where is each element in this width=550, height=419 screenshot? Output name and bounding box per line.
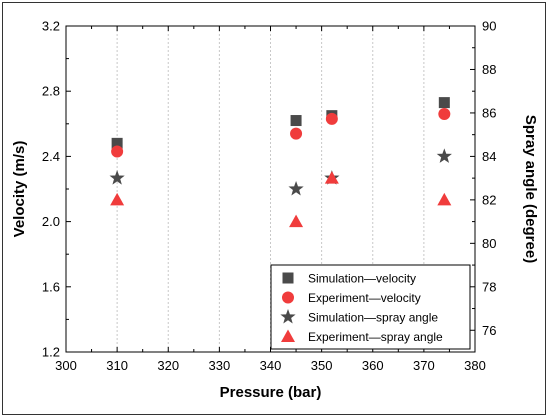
y-axis-right-title: Spray angle (degree) [522, 115, 539, 263]
square-point [290, 115, 302, 127]
x-tick-label: 350 [311, 358, 333, 373]
y-right-tick-label: 88 [482, 62, 496, 77]
circle-point [290, 127, 303, 140]
y-left-tick-label: 1.6 [42, 279, 60, 294]
series-triangle [110, 171, 452, 228]
y-left-tick-label: 2.4 [42, 149, 60, 164]
y-left-tick-label: 2.8 [42, 84, 60, 99]
circle-point [111, 145, 124, 158]
square-point [111, 137, 123, 149]
circle-point [325, 112, 338, 125]
x-tick-label: 330 [209, 358, 231, 373]
x-tick-label: 360 [362, 358, 384, 373]
legend: Simulation—velocity Experiment—velocity Si… [270, 264, 471, 350]
x-tick-label: 340 [260, 358, 282, 373]
legend-label: Experiment—spray angle [308, 330, 443, 344]
triangle-point [437, 192, 452, 206]
star-point [436, 148, 452, 163]
star-point [288, 181, 304, 196]
y-left-tick-label: 1.2 [42, 345, 60, 360]
circle-point [438, 108, 451, 121]
y-right-tick-label: 78 [482, 279, 496, 294]
y-right-tick-label: 84 [482, 149, 496, 164]
series-circle [111, 108, 451, 158]
axis-ticks: 300 310 320 330 340 350 360 370 380 1.2 1.6 2.0 2.4 2… [42, 19, 497, 374]
y-right-tick-label: 86 [482, 105, 496, 120]
y-left-tick-label: 2.0 [42, 214, 60, 229]
x-tick-label: 320 [157, 358, 179, 373]
legend-marker [280, 309, 296, 324]
triangle-point [289, 214, 304, 228]
square-point [438, 97, 450, 109]
series-star [109, 148, 452, 196]
legend-marker [281, 329, 295, 342]
legend-label: Simulation—spray angle [308, 311, 438, 325]
x-tick-label: 300 [55, 358, 77, 373]
x-axis-title: Pressure (bar) [220, 384, 322, 401]
series-square [111, 97, 450, 149]
y-right-tick-label: 82 [482, 192, 496, 207]
y-right-tick-label: 80 [482, 236, 496, 251]
legend-label: Experiment—velocity [308, 291, 421, 305]
x-tick-label: 380 [464, 358, 486, 373]
x-tick-label: 370 [413, 358, 435, 373]
star-point [109, 170, 125, 185]
legend-marker [282, 272, 294, 284]
y-right-tick-label: 76 [482, 323, 496, 338]
x-tick-label: 310 [106, 358, 128, 373]
y-axis-left-title: Velocity (m/s) [11, 141, 28, 238]
legend-label: Simulation—velocity [308, 272, 416, 286]
y-right-tick-label: 90 [482, 19, 496, 34]
legend-box [270, 264, 471, 350]
triangle-point [110, 192, 125, 206]
legend-marker [282, 291, 294, 304]
y-left-tick-label: 3.2 [42, 19, 60, 34]
data-marks [109, 97, 452, 228]
triangle-point [324, 171, 339, 184]
